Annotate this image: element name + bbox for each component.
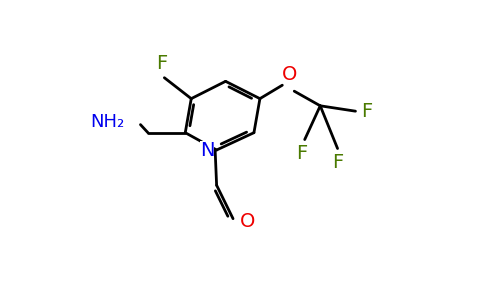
Text: F: F [156, 54, 167, 73]
Text: O: O [240, 212, 255, 231]
Text: NH₂: NH₂ [90, 112, 124, 130]
Text: F: F [361, 102, 372, 121]
Text: O: O [282, 65, 298, 84]
Text: N: N [200, 140, 214, 160]
Text: F: F [296, 144, 307, 163]
Text: F: F [333, 153, 344, 172]
